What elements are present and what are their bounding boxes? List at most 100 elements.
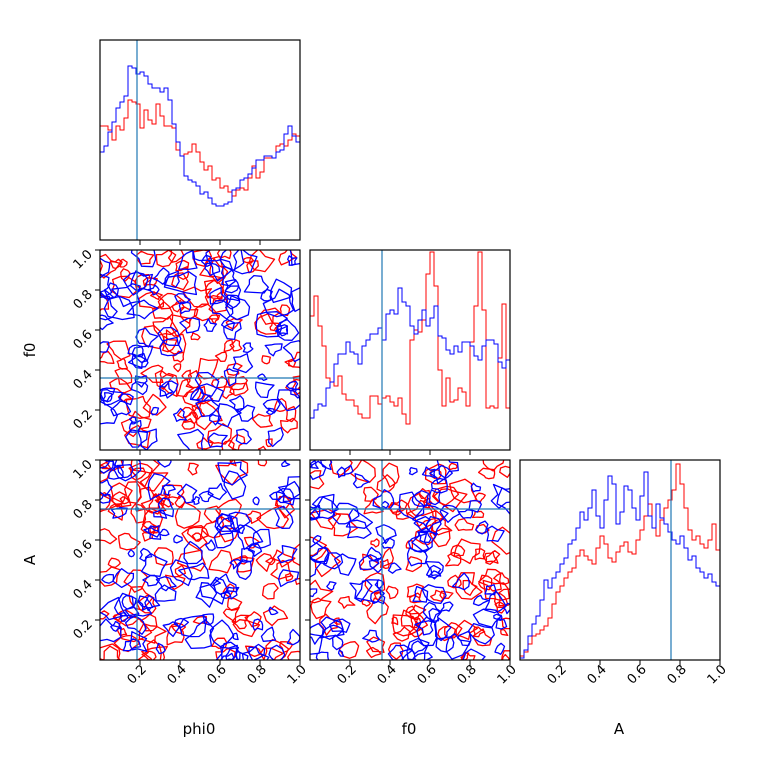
contour-blue bbox=[140, 553, 168, 577]
contour-blue bbox=[387, 562, 402, 574]
contour-red bbox=[100, 643, 121, 660]
panel-frame bbox=[99, 39, 301, 241]
contour-panel-A-vs-f0: 0.2 0.4 0.6 0.8 1.0 bbox=[305, 459, 520, 687]
contour-blue bbox=[195, 394, 220, 418]
contour-blue bbox=[399, 648, 416, 660]
contour-blue bbox=[428, 489, 441, 506]
contour-blue bbox=[184, 619, 215, 650]
contour-blue bbox=[100, 388, 124, 406]
contour-f0_vs_phi0-y-tick-label: 1.0 bbox=[71, 247, 96, 272]
contour-blue bbox=[451, 572, 470, 591]
contour-blue bbox=[179, 317, 201, 334]
contour-red bbox=[474, 548, 486, 561]
contours-A-vs-f0 bbox=[310, 460, 510, 660]
contour-red bbox=[448, 462, 458, 471]
contour-blue bbox=[135, 327, 159, 348]
contour-blue bbox=[159, 336, 183, 357]
contour-blue bbox=[287, 255, 298, 266]
contour-blue bbox=[207, 432, 228, 448]
contour-blue bbox=[352, 473, 370, 489]
contour-blue bbox=[457, 630, 472, 647]
contour-blue bbox=[119, 611, 129, 622]
contour-red bbox=[100, 465, 113, 483]
contour-red bbox=[370, 538, 380, 548]
hist-A-x-tick-label: 0.4 bbox=[585, 662, 610, 687]
contour-blue bbox=[260, 626, 277, 642]
contour-red bbox=[376, 474, 396, 493]
hist-series-blue bbox=[519, 471, 721, 660]
contour-red bbox=[191, 532, 202, 542]
contour-red bbox=[493, 591, 509, 608]
contour-blue bbox=[417, 531, 432, 544]
contour-red bbox=[483, 550, 501, 564]
contour-blue bbox=[427, 570, 441, 580]
contour-blue bbox=[178, 614, 207, 638]
contour-blue bbox=[484, 590, 507, 614]
contour-blue bbox=[220, 319, 236, 332]
contour-blue bbox=[428, 607, 441, 622]
contour-red bbox=[285, 572, 294, 582]
contour-blue bbox=[242, 342, 254, 354]
contour-red bbox=[255, 552, 274, 572]
contour-blue bbox=[157, 497, 175, 518]
contour-red bbox=[130, 460, 160, 474]
contour-blue bbox=[243, 274, 269, 294]
contour-blue bbox=[262, 288, 295, 318]
truth-lines-f0-vs-phi0 bbox=[100, 250, 300, 450]
contour-blue bbox=[209, 413, 222, 426]
contour-red bbox=[179, 306, 199, 324]
contour-blue bbox=[150, 406, 160, 416]
contour-red bbox=[491, 526, 510, 555]
contour-blue bbox=[286, 628, 300, 646]
contour-blue bbox=[233, 250, 258, 275]
contour-blue bbox=[406, 547, 428, 567]
truth-lines-A-vs-phi0 bbox=[100, 460, 300, 660]
contour-red bbox=[232, 556, 255, 573]
contour-red bbox=[269, 322, 281, 332]
contour-blue bbox=[430, 477, 448, 494]
contour-blue bbox=[281, 476, 300, 500]
contour-red bbox=[216, 250, 232, 260]
contour-red bbox=[141, 324, 166, 350]
hist-phi0-series bbox=[99, 65, 301, 240]
contour-blue bbox=[285, 380, 299, 392]
contour-red bbox=[176, 549, 206, 572]
contour-A_vs_f0-x-tick-label: 0.6 bbox=[415, 662, 440, 687]
contour-blue bbox=[174, 292, 191, 305]
contour-blue bbox=[147, 525, 160, 538]
contour-blue bbox=[457, 509, 474, 519]
contour-blue bbox=[252, 528, 271, 549]
contour-red bbox=[445, 551, 462, 567]
contour-A_vs_phi0-x-tick-label: 0.8 bbox=[245, 662, 270, 687]
contour-blue bbox=[223, 285, 242, 302]
contour-A_vs_phi0-y-tick-label: 1.0 bbox=[71, 457, 96, 482]
contour-red bbox=[493, 572, 510, 586]
contour-red bbox=[229, 339, 243, 352]
contour-blue bbox=[194, 371, 220, 397]
contour-blue bbox=[277, 569, 300, 588]
contour-blue bbox=[201, 254, 213, 268]
contour-red bbox=[110, 482, 133, 508]
contour-A_vs_f0-x-tick-label: 0.2 bbox=[335, 662, 360, 687]
contour-red bbox=[291, 375, 300, 396]
contour-blue bbox=[236, 559, 252, 581]
contour-red bbox=[261, 582, 279, 600]
hist-A-x-tick-label: 0.8 bbox=[665, 662, 690, 687]
contour-blue bbox=[241, 645, 270, 660]
contour-blue bbox=[362, 629, 381, 643]
contour-blue bbox=[202, 613, 215, 626]
contour-red bbox=[130, 503, 146, 524]
contour-red bbox=[226, 362, 243, 376]
contour-blue bbox=[408, 466, 418, 476]
contour-blue bbox=[435, 636, 455, 653]
contour-red bbox=[152, 315, 179, 336]
contour-red bbox=[499, 465, 510, 478]
contour-red bbox=[462, 579, 478, 596]
contour-red bbox=[170, 622, 187, 635]
contour-red bbox=[208, 298, 229, 314]
contour-red bbox=[364, 572, 386, 595]
contour-red bbox=[471, 510, 485, 519]
contour-blue bbox=[496, 487, 510, 516]
contour-blue bbox=[219, 250, 245, 272]
